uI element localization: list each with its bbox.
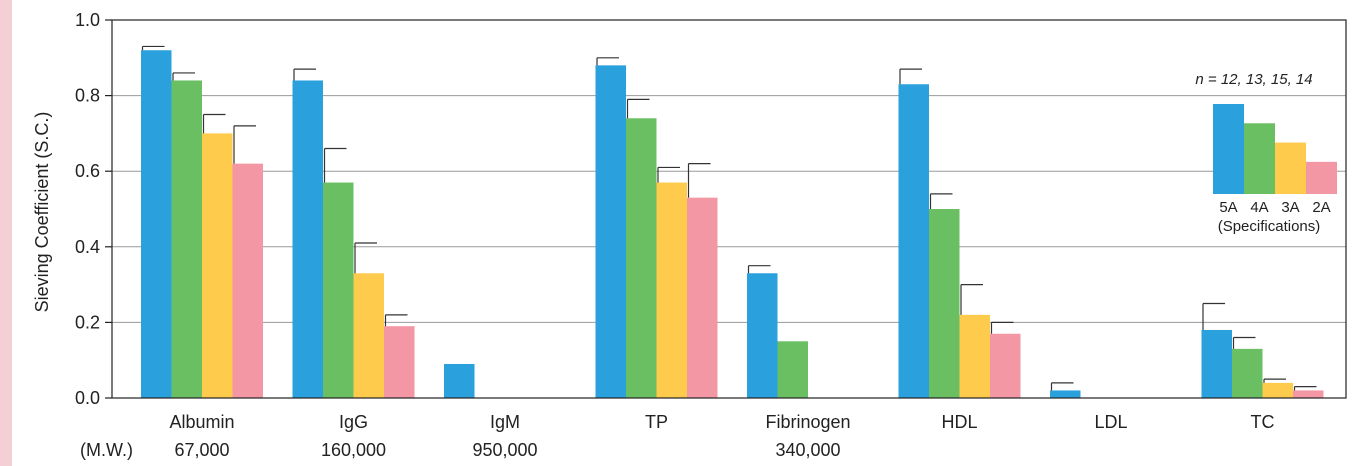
mw-row-label: (M.W.) [80,440,133,460]
y-tick-label: 0.0 [75,388,100,408]
molecular-weight-label: 160,000 [321,440,386,460]
legend-note: n = 12, 13, 15, 14 [1195,71,1312,88]
category-label: IgM [490,412,520,432]
legend-caption: (Specifications) [1218,218,1321,235]
bar-4a-tc [1232,348,1263,398]
y-tick-label: 0.8 [75,86,100,106]
y-tick-label: 0.2 [75,312,100,332]
molecular-weight-label: 950,000 [472,440,537,460]
bar-2a-tp [687,197,718,398]
legend-swatch-3a [1275,142,1306,194]
legend-label-5a: 5A [1219,199,1237,216]
bar-2a-igg [384,326,415,398]
bar-5a-hdl [898,84,929,398]
molecular-weight-label: 340,000 [775,440,840,460]
bar-4a-igg [323,182,354,398]
legend-swatch-2a [1306,161,1337,194]
bar-4a-albumin [171,80,202,398]
bar-5a-fibrinogen [747,273,778,398]
category-label: Albumin [169,412,234,432]
bar-5a-tc [1201,329,1232,398]
bar-2a-hdl [990,333,1021,398]
legend-swatch-4a [1244,123,1275,194]
bar-5a-igg [292,80,323,398]
category-label: HDL [941,412,977,432]
y-tick-label: 0.6 [75,161,100,181]
bar-3a-hdl [959,314,990,398]
bar-2a-tc [1293,390,1324,398]
legend-label-4a: 4A [1250,199,1268,216]
error-bars [141,45,1317,391]
bar-4a-fibrinogen [777,341,808,398]
bars [141,50,1324,399]
y-tick-label: 1.0 [75,10,100,30]
category-label: TC [1251,412,1275,432]
category-label: Fibrinogen [765,412,850,432]
y-tick-label: 0.4 [75,237,100,257]
bar-5a-tp [595,65,626,399]
y-axis-title: Sieving Coefficient (S.C.) [32,112,52,313]
bar-3a-tp [656,182,687,398]
bar-2a-albumin [232,163,263,398]
bar-4a-hdl [929,209,960,398]
legend-label-3a: 3A [1281,199,1299,216]
bar-5a-ldl [1050,390,1081,398]
category-label: IgG [339,412,368,432]
left-decorative-strip [0,0,12,466]
category-label: LDL [1094,412,1127,432]
legend-swatch-5a [1213,104,1244,194]
bar-5a-albumin [141,50,172,399]
bar-5a-igm [444,363,475,398]
bar-3a-tc [1262,382,1293,398]
bar-4a-tp [626,118,657,398]
bar-3a-albumin [202,133,233,398]
category-label: TP [645,412,668,432]
legend: n = 12, 13, 15, 14 (Specifications) 5A 4A… [1195,71,1337,235]
bar-3a-igg [353,273,384,398]
legend-label-2a: 2A [1312,199,1330,216]
axis-labels: Sieving Coefficient (S.C.) 0.0 0.2 0.4 0.6 0… [32,10,1275,460]
plot-frame [111,19,1347,399]
axes [105,19,1347,399]
molecular-weight-label: 67,000 [174,440,229,460]
